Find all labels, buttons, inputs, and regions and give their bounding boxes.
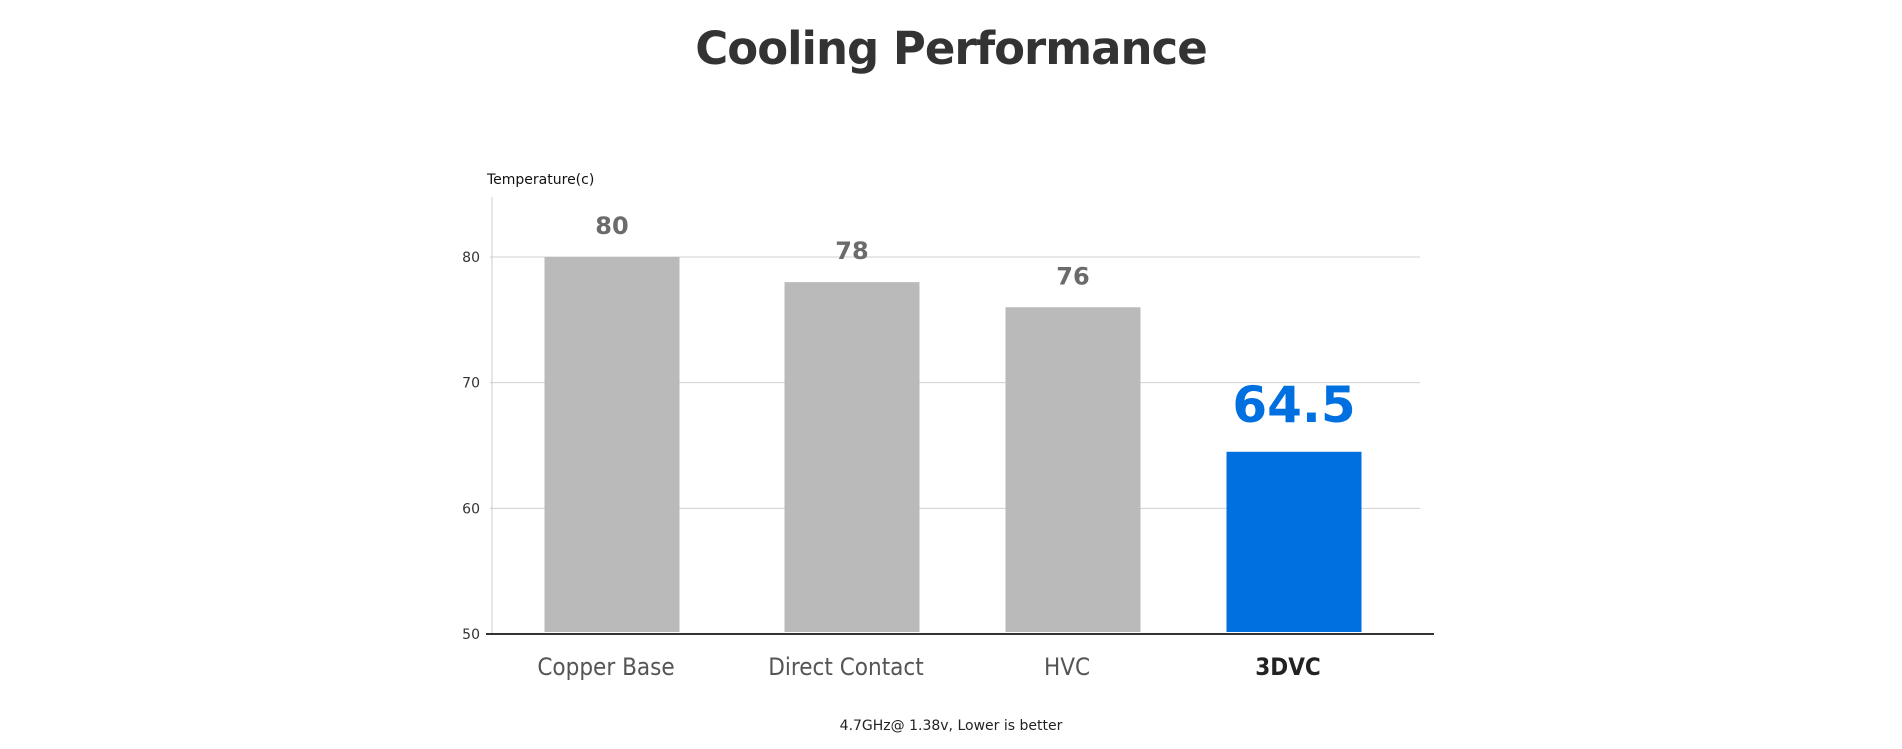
- data-label: 64.5: [1232, 376, 1355, 434]
- y-axis-label: Temperature(c): [486, 172, 594, 188]
- chart-title: Cooling Performance: [695, 22, 1208, 75]
- bar-3dvc: [1226, 451, 1362, 632]
- x-tick-label: Direct Contact: [768, 653, 923, 681]
- x-tick-label: Copper Base: [537, 653, 674, 681]
- y-tick-label: 60: [462, 501, 480, 517]
- data-label: 80: [595, 212, 628, 240]
- bar-hvc: [1005, 307, 1141, 632]
- y-tick-label: 80: [462, 250, 480, 266]
- labels: 50 60 70 80 80 Copper Base 78 Direct Contact 76 H…: [462, 212, 1356, 681]
- bar-direct-contact: [784, 282, 920, 632]
- y-tick-label: 50: [462, 627, 480, 643]
- axes: [486, 197, 1434, 635]
- bar-copper-base: [544, 257, 680, 632]
- data-label: 78: [835, 237, 868, 265]
- data-label: 76: [1056, 262, 1089, 290]
- x-tick-label: HVC: [1044, 653, 1090, 681]
- x-tick-label: 3DVC: [1255, 653, 1321, 681]
- chart-footnote: 4.7GHz@ 1.38v, Lower is better: [839, 718, 1063, 734]
- bars: [544, 257, 1362, 632]
- y-tick-label: 70: [462, 376, 480, 392]
